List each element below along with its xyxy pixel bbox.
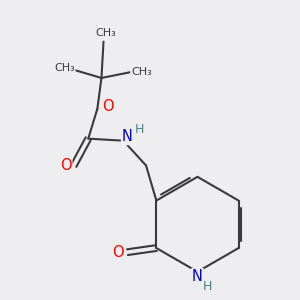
Text: N: N [122, 129, 133, 144]
Text: N: N [192, 269, 203, 284]
Text: O: O [60, 158, 71, 173]
Text: H: H [203, 280, 212, 293]
Text: CH₃: CH₃ [131, 67, 152, 77]
Text: CH₃: CH₃ [54, 63, 75, 73]
Text: H: H [135, 123, 145, 136]
Text: O: O [102, 99, 113, 114]
Text: O: O [112, 245, 124, 260]
Text: CH₃: CH₃ [95, 28, 116, 38]
